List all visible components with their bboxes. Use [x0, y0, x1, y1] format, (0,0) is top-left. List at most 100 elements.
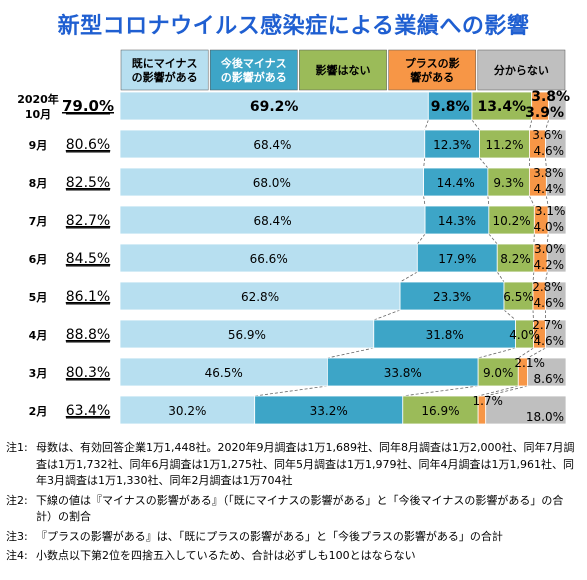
data-label: 8.2%	[500, 252, 531, 266]
legend-label: の影響がある	[221, 70, 287, 84]
data-label: 1.7%	[472, 394, 503, 408]
connector-line	[518, 347, 534, 359]
legend-label: 分からない	[494, 63, 549, 77]
connector-line	[423, 157, 426, 169]
legend-label: 既にマイナス	[132, 57, 198, 70]
data-label: 3.1%	[535, 204, 566, 218]
connector-line	[478, 385, 519, 397]
data-label: 11.2%	[485, 138, 523, 152]
bar-segment	[545, 281, 567, 311]
data-label: 31.8%	[426, 328, 464, 342]
data-label: 18.0%	[526, 410, 564, 424]
bar-segment	[487, 167, 530, 197]
connector-line	[488, 233, 498, 245]
data-label: 2.8%	[532, 280, 563, 294]
category-label: 6月	[29, 253, 48, 266]
data-label: 68.4%	[253, 138, 291, 152]
data-label: 4.0%	[509, 328, 540, 342]
connector-line	[527, 347, 546, 359]
category-label: 7月	[29, 215, 48, 228]
bar-segment	[477, 357, 519, 387]
legend-label: プラスの影	[405, 56, 460, 70]
data-label: 13.4%	[478, 99, 527, 115]
bar-segment	[496, 243, 535, 273]
connector-line	[254, 385, 328, 397]
bar-segment	[485, 395, 567, 425]
category-label: 5月	[29, 291, 48, 304]
minus-total-label: 80.6%	[66, 137, 110, 153]
data-label: 4.6%	[534, 296, 565, 310]
bar-segment	[416, 243, 498, 273]
legend-swatch	[209, 49, 298, 91]
data-label: 10.2%	[493, 214, 531, 228]
data-label: 12.3%	[433, 138, 471, 152]
bar-segment	[548, 91, 567, 121]
data-label: 16.9%	[421, 404, 459, 418]
chart-title: 新型コロナウイルス感染症による業績への影響	[57, 14, 530, 39]
note-index: 注3:	[6, 529, 28, 543]
bar-segment	[119, 205, 426, 235]
connector-line	[479, 157, 489, 169]
connector-line	[399, 271, 418, 283]
note-text: 下線の値は『マイナスの影響がある』（「既にマイナスの影響がある」と「今後マイナス…	[36, 493, 564, 524]
legend-swatch	[477, 49, 566, 91]
data-label: 3.8%	[533, 166, 564, 180]
data-label: 9.0%	[483, 366, 514, 380]
connector-line	[532, 271, 535, 283]
connector-line	[545, 195, 549, 207]
connector-line	[402, 385, 479, 397]
connector-line	[545, 157, 547, 169]
note-text: 母数は、有効回答企業1万1,448社。2020年9月調査は1万1,689社、同年…	[36, 441, 575, 487]
connector-line	[417, 233, 426, 245]
category-label: 10月	[25, 108, 51, 121]
stacked-bar-chart: 既にマイナスの影響がある今後マイナスの影響がある影響はないプラスの影響がある分か…	[17, 49, 570, 425]
bar-segment	[119, 281, 401, 311]
data-label: 30.2%	[168, 404, 206, 418]
connector-line	[423, 195, 426, 207]
connector-line	[503, 309, 516, 321]
category-label: 8月	[29, 177, 48, 190]
category-label: 2月	[29, 405, 48, 418]
note-3: 注3: 『プラスの影響がある』は、「既にプラスの影響がある」と「今後プラスの影響が…	[6, 529, 581, 546]
category-label: 2020年	[17, 92, 59, 106]
bar-segment	[119, 319, 375, 349]
data-label: 3.0%	[534, 242, 565, 256]
minus-total-label: 80.3%	[66, 365, 110, 381]
bar-segment	[471, 91, 533, 121]
note-1: 注1: 母数は、有効回答企業1万1,448社。2020年9月調査は1万1,689社…	[6, 440, 581, 490]
data-label: 3.9%	[525, 105, 564, 121]
connector-line	[485, 385, 528, 397]
data-label: 33.8%	[384, 366, 422, 380]
minus-total-label: 84.5%	[66, 251, 110, 267]
bar-segment	[423, 167, 489, 197]
notes: 注1: 母数は、有効回答企業1万1,448社。2020年9月調査は1万1,689社…	[6, 440, 581, 568]
data-label: 2.1%	[514, 356, 545, 370]
note-index: 注2:	[6, 493, 28, 507]
bar-segment	[545, 167, 567, 197]
legend-label: の影響がある	[132, 70, 198, 84]
connector-line	[545, 119, 550, 131]
connector-line	[496, 271, 505, 283]
bar-segment	[373, 319, 517, 349]
bar-segment	[427, 91, 473, 121]
bar-segment	[399, 281, 505, 311]
data-label: 66.6%	[250, 252, 288, 266]
data-label: 4.6%	[534, 334, 565, 348]
data-label: 4.6%	[534, 144, 565, 158]
data-label: 14.4%	[437, 176, 475, 190]
connector-line	[373, 309, 401, 321]
data-label: 23.3%	[433, 290, 471, 304]
minus-total-label: 79.0%	[62, 97, 114, 115]
data-label: 3.8%	[531, 89, 570, 105]
data-label: 68.4%	[253, 214, 291, 228]
bar-segment	[119, 357, 328, 387]
note-index: 注1:	[6, 441, 28, 454]
note-index: 注4:	[6, 549, 28, 562]
bar-segment	[424, 205, 490, 235]
data-label: 4.4%	[534, 182, 565, 196]
minus-total-label: 88.8%	[66, 327, 110, 343]
minus-total-label: 82.7%	[66, 213, 110, 229]
connector-line	[471, 119, 480, 131]
note-text: 『プラスの影響がある』は、「既にプラスの影響がある」と「今後プラスの影響がある」…	[36, 529, 503, 543]
connector-line	[545, 271, 548, 283]
